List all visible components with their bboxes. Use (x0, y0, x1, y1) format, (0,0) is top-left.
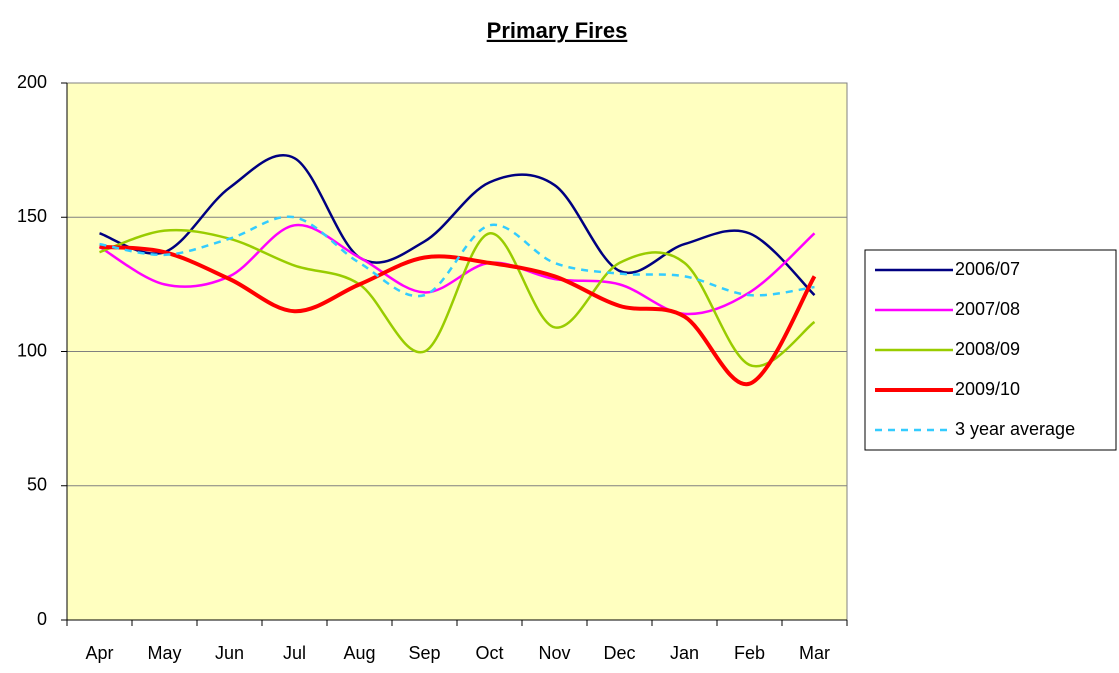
x-tick-label: Sep (408, 643, 440, 663)
y-tick-label: 0 (37, 609, 47, 629)
x-tick-label: Apr (85, 643, 113, 663)
x-tick-label: Jun (215, 643, 244, 663)
y-tick-label: 100 (17, 340, 47, 360)
x-tick-label: Jul (283, 643, 306, 663)
x-tick-label: Jan (670, 643, 699, 663)
legend-label: 3 year average (955, 419, 1075, 439)
legend-label: 2006/07 (955, 259, 1020, 279)
y-tick-label: 50 (27, 475, 47, 495)
x-tick-label: May (147, 643, 181, 663)
x-tick-label: Dec (603, 643, 635, 663)
series-line (99, 215, 815, 298)
chart-title: Primary Fires (487, 18, 628, 43)
legend-label: 2008/09 (955, 339, 1020, 359)
x-tick-label: Mar (799, 643, 830, 663)
legend-label: 2009/10 (955, 379, 1020, 399)
x-tick-label: Nov (538, 643, 570, 663)
x-tick-label: Oct (475, 643, 503, 663)
series-line (99, 154, 816, 297)
legend-label: 2007/08 (955, 299, 1020, 319)
y-tick-label: 150 (17, 206, 47, 226)
y-tick-label: 200 (17, 72, 47, 92)
x-tick-label: Aug (343, 643, 375, 663)
series-line (99, 244, 817, 386)
x-tick-label: Feb (734, 643, 765, 663)
